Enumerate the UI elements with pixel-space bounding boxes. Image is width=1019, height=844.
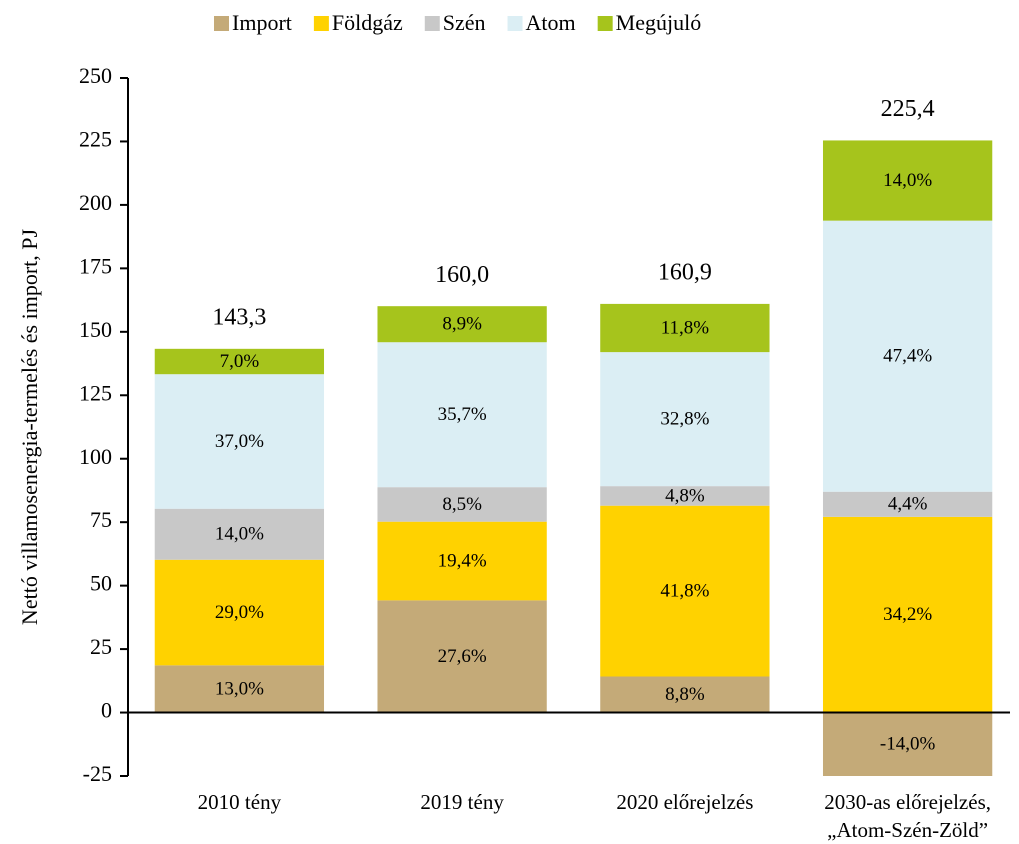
x-tick-label: 2019 tény [420,790,504,814]
bar-segment [822,140,993,221]
x-tick-label: 2020 előrejelzés [616,790,754,814]
segment-label: 8,5% [442,494,482,515]
y-tick-label: 200 [79,190,112,215]
bar-segment [822,491,993,517]
y-tick-label: 125 [79,380,112,405]
segment-label: -14,0% [880,734,936,755]
plot-area [154,140,993,776]
bar-segment [600,352,770,487]
legend-swatch [507,16,523,31]
bar-segment [377,306,547,343]
bar-segment [600,505,770,677]
y-tick-label: 250 [79,63,112,88]
segment-label: 4,4% [888,494,928,515]
bar-segment [600,303,770,353]
legend-label: Földgáz [332,10,403,35]
legend-label: Szén [443,10,486,35]
bar-segment [154,508,325,560]
legend-label: Atom [526,10,576,35]
segment-label: 29,0% [215,602,264,623]
y-tick-label: 175 [79,253,112,278]
segment-label: 47,4% [883,346,932,367]
legend-swatch [313,16,329,31]
legend-label: Megújuló [616,10,702,35]
y-tick-label: 0 [101,698,112,723]
legend-swatch [597,16,613,31]
bar-segment [600,486,770,506]
segment-label: 13,0% [215,678,264,699]
y-tick-label: 225 [79,127,112,152]
y-tick-label: 100 [79,444,112,469]
x-tick-label: 2010 tény [197,790,282,814]
y-tick-label: -25 [83,761,112,786]
segment-label: 19,4% [438,550,487,571]
bar-segment [154,348,325,375]
bar-segment [377,342,547,488]
segment-label: 34,2% [883,604,932,625]
legend-label: Import [232,10,292,35]
bar-segment [377,487,547,522]
y-tick-label: 150 [79,317,112,342]
segment-label: 32,8% [660,408,709,429]
bar-segment [377,600,547,713]
x-tick-label: 2030-as előrejelzés, „Atom-Szén-Zöld” [824,790,991,842]
bar-segment [600,676,770,713]
segment-label: 37,0% [215,431,264,452]
segment-label: 14,0% [215,524,264,545]
y-tick-label: 75 [90,507,112,532]
segment-label: 8,8% [665,684,705,705]
total-label: 160,0 [435,262,489,288]
bar-segment [822,516,993,713]
total-label: 143,3 [212,304,266,330]
total-label: 225,4 [881,96,935,122]
segment-label: 41,8% [660,580,709,601]
segment-label: 7,0% [220,351,260,372]
bar-segment [822,712,993,776]
segment-label: 4,8% [665,485,705,506]
bar-segment [154,665,325,713]
legend-swatch [424,16,440,31]
segment-label: 11,8% [661,317,710,338]
segment-label: 27,6% [438,646,487,667]
y-tick-label: 25 [90,634,112,659]
bar-segment [822,220,993,492]
bar-segment [154,374,325,509]
y-axis-label: Nettó villamosenergia-termelés és import… [17,229,42,626]
bar-segment [377,521,547,601]
bar-segment [154,559,325,666]
legend-swatch [214,16,229,31]
total-label: 160,9 [658,260,712,286]
segment-label: 14,0% [883,170,932,191]
y-tick-label: 50 [90,571,112,596]
segment-label: 8,9% [442,314,482,335]
segment-label: 35,7% [438,404,487,425]
